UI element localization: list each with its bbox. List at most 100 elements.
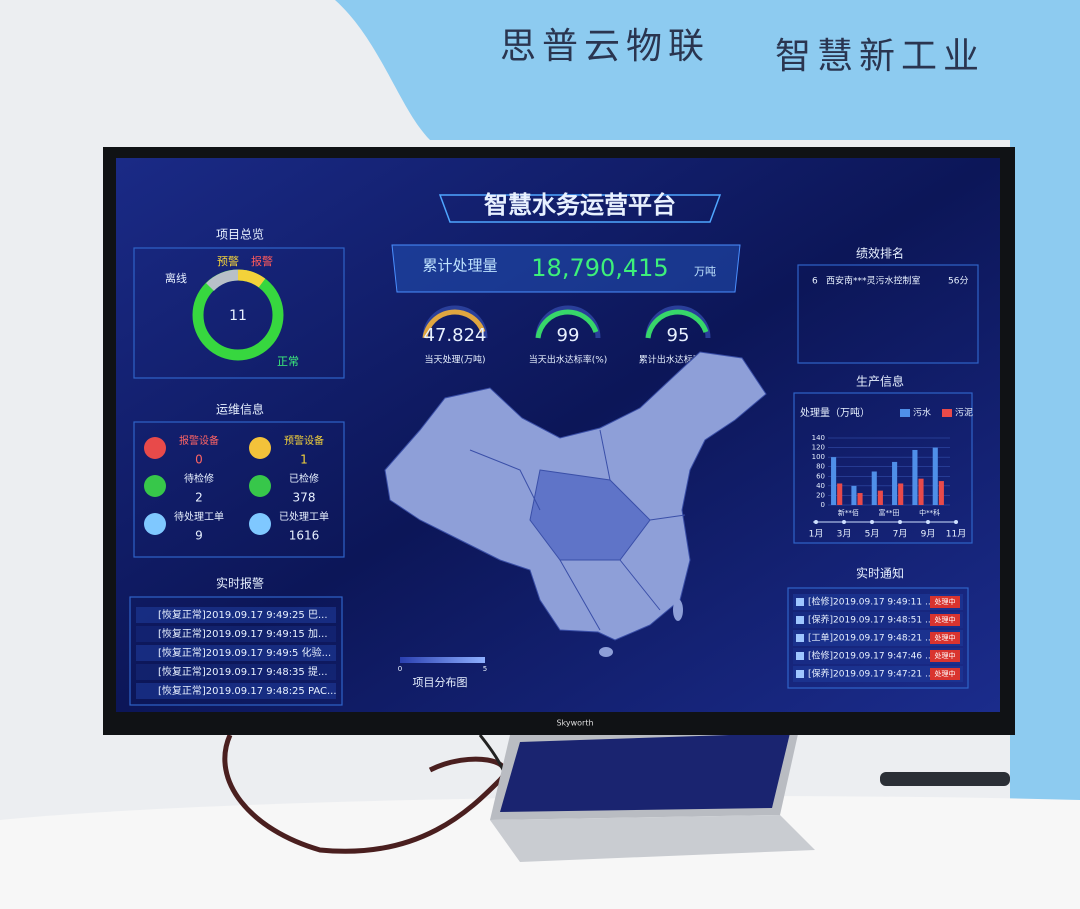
panel: [797, 264, 979, 364]
map-legend-label: 5: [483, 665, 487, 673]
y-tick-label: 100: [812, 453, 825, 461]
remote: [880, 772, 1010, 786]
panel-title: 实时通知: [856, 566, 904, 581]
legend-label: 污水: [913, 407, 931, 419]
bar: [932, 447, 938, 505]
panel: [133, 421, 345, 558]
gauge-label: 当天出水达标率(%): [529, 354, 608, 366]
cable: [222, 733, 507, 854]
label: 预警: [217, 254, 239, 268]
label: 离线: [165, 271, 187, 285]
alarm-row: [136, 607, 336, 623]
notice-text: [保养]2019.09.17 9:47:21 ...: [808, 668, 934, 680]
notice-icon: [796, 670, 804, 678]
ops-value: 1616: [289, 529, 320, 543]
bar: [877, 490, 883, 505]
ops-label: 待处理工单: [174, 510, 224, 523]
bar: [857, 493, 863, 505]
ops-label: 已处理工单: [279, 511, 329, 523]
laptop-screen: [500, 733, 790, 812]
status-text: 处理中: [935, 615, 956, 624]
gauge-arc: [645, 309, 709, 339]
bar: [912, 449, 918, 505]
rank: 6: [812, 277, 818, 287]
notice-text: [工单]2019.09.17 9:48:21 ...: [808, 632, 934, 644]
total-label: 累计处理量: [422, 257, 497, 275]
alarm-row: [136, 645, 336, 661]
y-tick-label: 140: [812, 434, 825, 442]
notice-icon: [796, 634, 804, 642]
ops-label: 已检修: [289, 472, 319, 485]
y-tick-label: 0: [821, 501, 825, 509]
legend-label: 污泥: [955, 407, 973, 419]
panel-title: 运维信息: [216, 402, 264, 417]
panel-title: 生产信息: [856, 374, 904, 389]
panel: [133, 247, 345, 379]
banner-text: 思普云物联: [500, 26, 710, 67]
map-island: [673, 599, 683, 621]
notice-list: [检修]2019.09.17 9:49:11 ... 处理中[保养]2019.09…: [793, 594, 963, 682]
ops-label: 预警设备: [284, 434, 324, 447]
alarm-row: [136, 664, 336, 680]
notice-icon: [796, 652, 804, 660]
notice-icon: [796, 598, 804, 606]
x-tick-label: 9月: [921, 529, 936, 540]
rank-name: 西安南***灵污水控制室: [826, 275, 921, 287]
alarm-list: [恢复正常]2019.09.17 9:49:25 巴... [恢复正常]2019.…: [136, 607, 337, 699]
alarm-text: [恢复正常]2019.09.17 9:49:5 化验...: [158, 646, 331, 659]
status-text: 处理中: [935, 633, 956, 642]
ops-value: 1: [300, 453, 308, 467]
x-dot: [926, 520, 930, 524]
ops-value: 378: [293, 491, 316, 505]
legend-swatch: [900, 409, 910, 417]
gauge-label: 当天处理(万吨): [424, 354, 485, 366]
x-tick-label: 7月: [893, 529, 908, 540]
gauge-arc: [535, 309, 599, 339]
alarm-row: [136, 626, 336, 642]
status-badge: [930, 650, 960, 662]
notice-row: [793, 594, 963, 610]
alarm-text: [恢复正常]2019.09.17 9:48:25 PAC...: [158, 684, 337, 697]
notice-text: [保养]2019.09.17 9:48:51 ...: [808, 614, 934, 626]
notice-row: [793, 630, 963, 646]
status-badge: [930, 596, 960, 608]
status-badge: [930, 668, 960, 680]
station-label: 新**佰: [838, 508, 859, 517]
bar: [831, 457, 837, 505]
brand: Skyworth: [556, 719, 593, 728]
notice-text: [检修]2019.09.17 9:47:46 ...: [808, 650, 934, 662]
gauge-value: 99: [557, 325, 580, 346]
x-tick-label: 3月: [837, 529, 852, 540]
status-text: 处理中: [935, 597, 956, 606]
alarm-text: [恢复正常]2019.09.17 9:49:25 巴...: [158, 608, 328, 621]
bar: [918, 478, 924, 505]
station-label: 富**田: [879, 508, 900, 517]
donut-total: 11: [229, 308, 247, 324]
notice-text: [检修]2019.09.17 9:49:11 ...: [808, 596, 934, 608]
notice-icon: [796, 616, 804, 624]
status-badge: [930, 632, 960, 644]
panel-title: 实时报警: [216, 576, 264, 591]
panel-title: 项目总览: [216, 227, 264, 242]
banner-bg: [335, 0, 1080, 909]
ops-icon: [249, 437, 271, 459]
label: 报警: [251, 254, 273, 268]
alarm-text: [恢复正常]2019.09.17 9:49:15 加...: [158, 627, 328, 640]
bar: [871, 471, 877, 505]
status-badge: [930, 614, 960, 626]
y-tick-label: 40: [816, 482, 825, 490]
ops-value: 9: [195, 529, 203, 543]
y-tick-label: 80: [816, 463, 825, 471]
rank-score: 56分: [948, 276, 968, 287]
map-border: [469, 429, 686, 631]
ops-icon: [144, 475, 166, 497]
alarm-row: [136, 683, 336, 699]
title-frame: [438, 194, 722, 223]
bar: [851, 485, 857, 505]
gauge-value: 95: [667, 325, 690, 346]
dashboard-title: 智慧水务运营平台: [484, 191, 676, 219]
donut-warning: [237, 269, 266, 288]
